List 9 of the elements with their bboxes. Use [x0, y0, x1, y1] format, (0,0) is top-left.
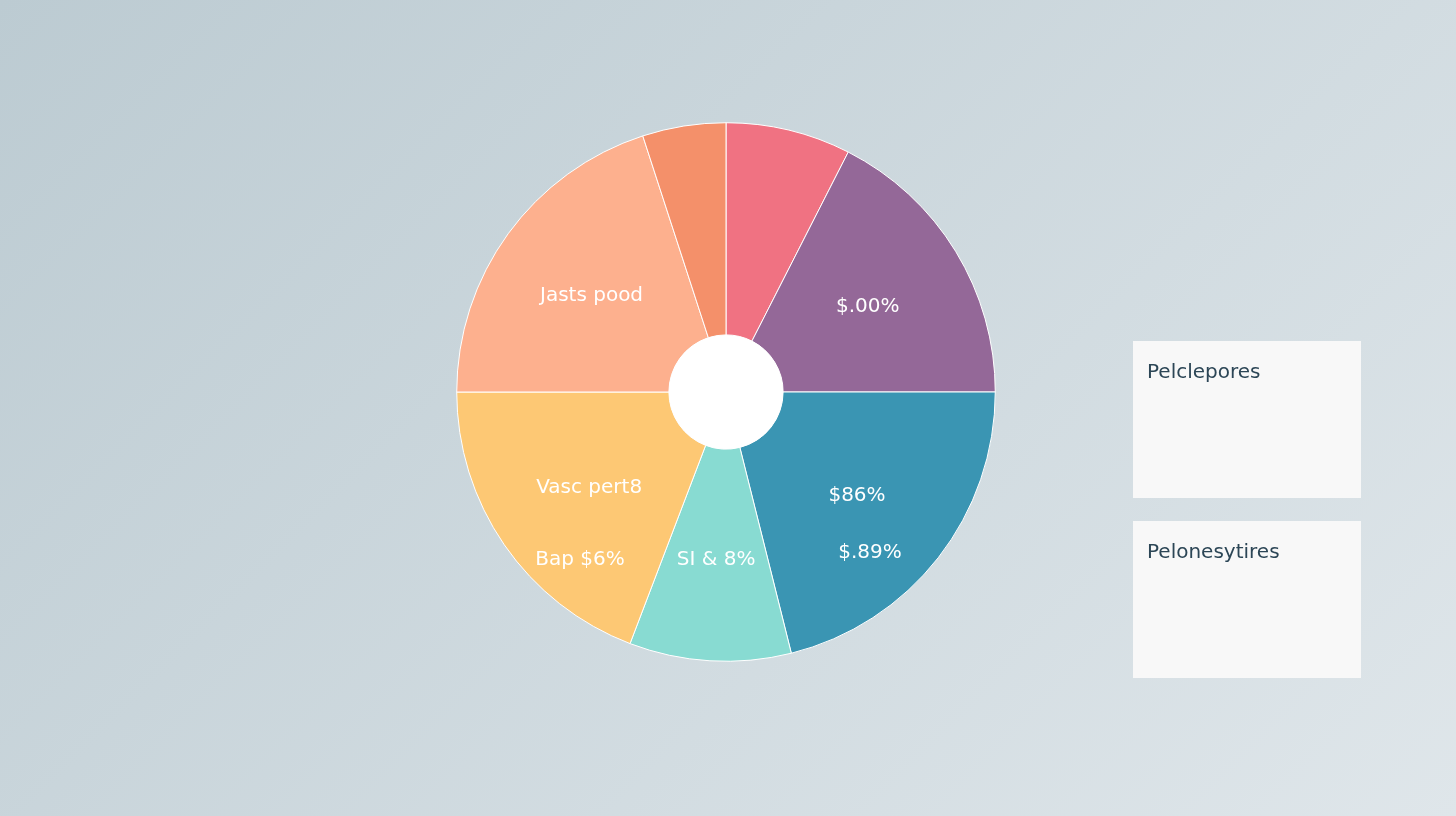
text: Pelclepores — [1147, 359, 1262, 383]
slice-label: $.00% — [835, 293, 900, 318]
slice-label: $86% — [828, 482, 886, 507]
text: $.89% — [837, 539, 903, 563]
text: Bap $6% — [534, 546, 626, 570]
slice-label: SI & 8% — [676, 545, 756, 570]
slice-label: Vasc pert8 — [536, 474, 643, 499]
text: Pelonesytires — [1147, 539, 1281, 563]
slice-label: Jasts pood — [538, 282, 644, 307]
